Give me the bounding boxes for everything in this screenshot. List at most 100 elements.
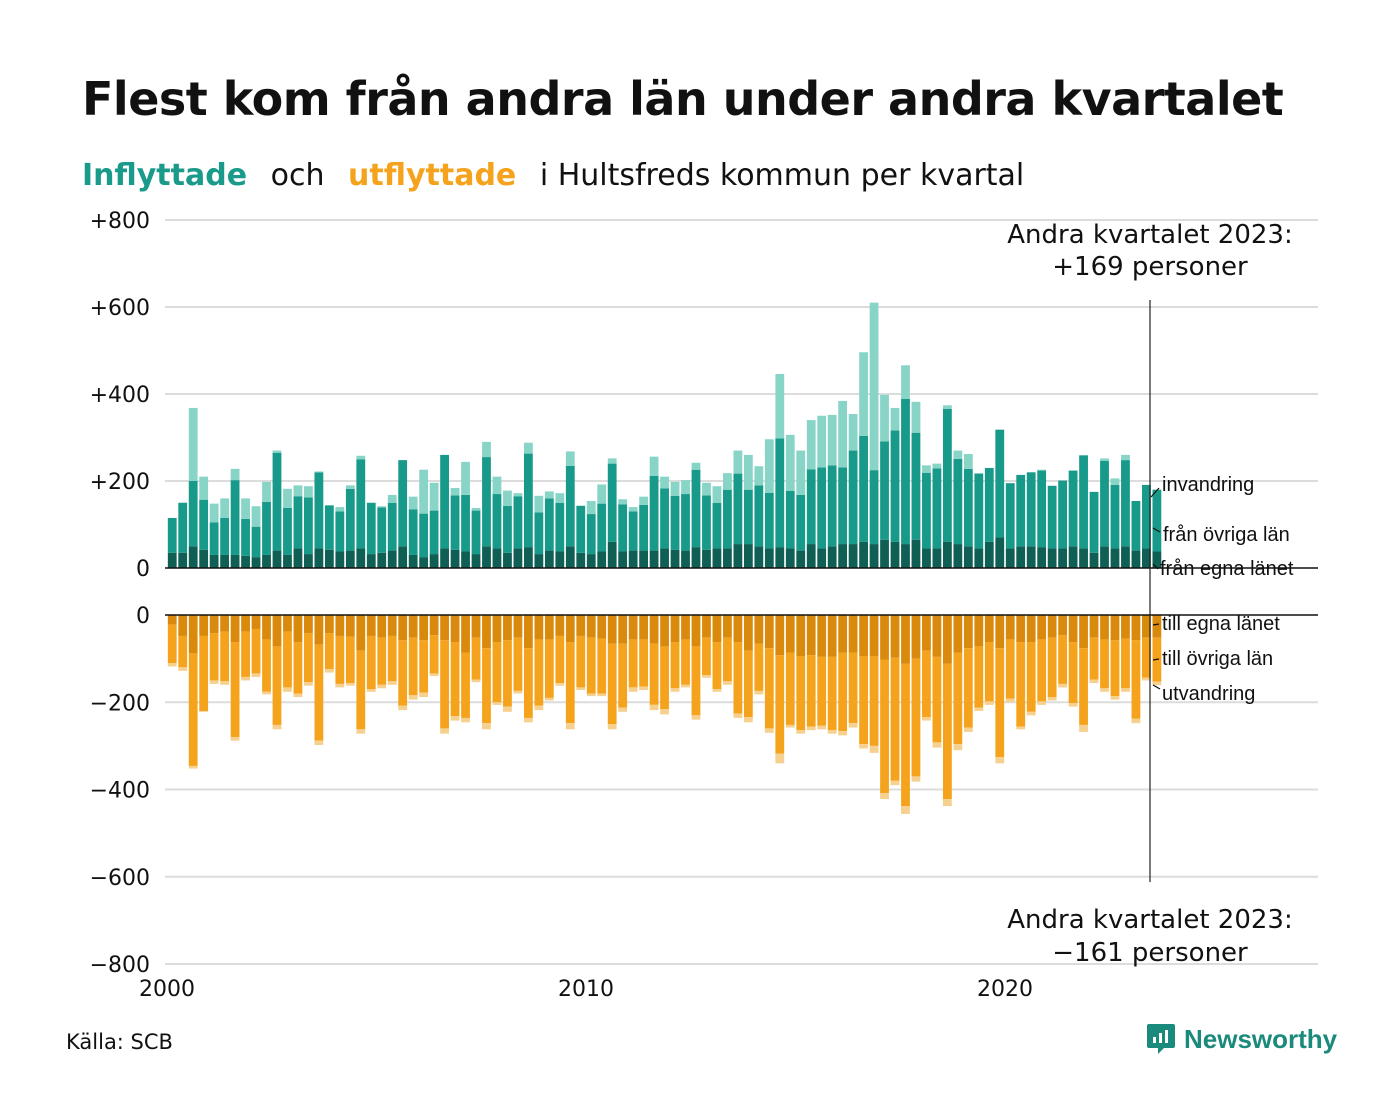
inflow-bar-other	[440, 454, 449, 549]
inflow-bar-other	[188, 481, 198, 547]
inflow-bar-local	[785, 548, 795, 568]
inflow-bar-immigration	[387, 494, 397, 503]
inflow-bar-immigration	[806, 420, 816, 470]
inflow-bar-other	[482, 457, 491, 547]
bottom-y-tick-label: 0	[136, 604, 150, 629]
inflow-bar-immigration	[492, 476, 502, 495]
outflow-bar-local	[523, 615, 533, 649]
outflow-bar-other	[911, 658, 921, 777]
outflow-bar-emigration	[984, 701, 994, 705]
inflow-bar-other	[377, 507, 387, 553]
inflow-bar-local	[1079, 548, 1088, 568]
outflow-bar-local	[1026, 615, 1036, 643]
outflow-bar-local	[503, 615, 512, 641]
inflow-bar-local	[880, 539, 889, 568]
outflow-bar-emigration	[199, 710, 209, 712]
outflow-bar-other	[1026, 642, 1036, 712]
inflow-bar-immigration	[963, 454, 973, 469]
outflow-bar-local	[869, 615, 879, 657]
inflow-bar-local	[523, 547, 533, 568]
inflow-bar-other	[984, 467, 994, 542]
inflow-bar-local	[974, 548, 984, 568]
outflow-bar-other	[607, 643, 617, 725]
outflow-bar-other	[1100, 639, 1109, 689]
outflow-bar-emigration	[408, 695, 418, 700]
outflow-bar-other	[356, 650, 366, 730]
inflow-bar-local	[1026, 546, 1036, 568]
outflow-bar-local	[984, 615, 994, 643]
outflow-bar-local	[188, 615, 198, 654]
outflow-bar-emigration	[565, 723, 575, 730]
inflow-bar-immigration	[419, 469, 429, 514]
bottom-y-tick-label: −400	[90, 779, 150, 804]
outflow-bar-emigration	[764, 728, 774, 733]
outflow-bar-local	[1016, 615, 1026, 643]
outflow-bar-emigration	[419, 692, 429, 698]
inflow-bar-local	[461, 551, 470, 568]
inflow-bar-other	[743, 489, 753, 545]
outflow-bar-other	[335, 635, 345, 684]
inflow-bar-local	[754, 546, 764, 568]
inflow-bar-other	[974, 473, 984, 549]
inflow-bar-other	[712, 502, 722, 549]
inflow-bar-other	[565, 465, 575, 547]
inflow-bar-local	[764, 548, 774, 568]
outflow-bar-local	[796, 615, 806, 657]
inflow-bar-immigration	[1100, 458, 1109, 461]
inflow-bar-other	[335, 511, 345, 552]
inflow-bar-immigration	[1110, 478, 1120, 485]
outflow-bar-emigration	[1026, 711, 1036, 716]
outflow-bar-emigration	[1089, 679, 1099, 684]
outflow-bar-local	[241, 615, 250, 632]
outflow-bar-local	[670, 615, 680, 643]
label-fran-egna-lanet-leader	[1152, 563, 1159, 570]
outflow-bar-other	[869, 656, 879, 746]
logo-text: Newsworthy	[1184, 1023, 1338, 1054]
outflow-bar-local	[880, 615, 889, 660]
outflow-bar-other	[188, 653, 198, 766]
inflow-bar-immigration	[523, 442, 533, 454]
outflow-bar-local	[1121, 615, 1130, 639]
newsworthy-logo[interactable]: Newsworthy	[1146, 1022, 1337, 1056]
outflow-bar-emigration	[649, 704, 659, 711]
outflow-bar-emigration	[953, 744, 963, 751]
inflow-bar-immigration	[503, 490, 512, 506]
outflow-bar-other	[199, 635, 209, 711]
inflow-bar-local	[314, 548, 324, 568]
inflow-bar-local	[607, 541, 617, 568]
outflow-bar-other	[660, 646, 669, 710]
inflow-bar-other	[1110, 484, 1120, 549]
inflow-bar-local	[660, 548, 669, 568]
inflow-bar-immigration	[597, 484, 607, 504]
inflow-bar-other	[670, 495, 680, 550]
inflow-bar-immigration	[555, 493, 565, 503]
inflow-bar-immigration	[922, 465, 931, 473]
inflow-bar-other	[1089, 491, 1099, 553]
outflow-bar-emigration	[712, 689, 722, 692]
inflow-bar-other	[534, 512, 544, 555]
inflow-bar-immigration	[890, 407, 900, 431]
top-y-tick-label: +600	[90, 296, 150, 321]
inflow-bar-local	[796, 550, 806, 568]
outflow-bar-other	[324, 633, 334, 670]
inflow-bar-other	[901, 398, 910, 545]
label-fran-egna-lanet: från egna länet	[1160, 558, 1294, 580]
outflow-bar-other	[534, 639, 544, 706]
inflow-bar-other	[922, 472, 931, 549]
outflow-bar-local	[356, 615, 366, 651]
outflow-bar-local	[1110, 615, 1120, 641]
outflow-bar-emigration	[523, 717, 533, 723]
inflow-bar-local	[1037, 547, 1047, 568]
inflow-bar-other	[827, 465, 837, 547]
outflow-bar-local	[1079, 615, 1088, 649]
inflow-bar-immigration	[670, 481, 680, 496]
outflow-bar-emigration	[681, 684, 690, 688]
outflow-bar-local	[660, 615, 669, 647]
inflow-bar-other	[429, 510, 439, 555]
inflow-bar-other	[649, 475, 659, 551]
inflow-bar-other	[576, 505, 586, 553]
outflow-bar-emigration	[1068, 703, 1078, 707]
inflow-bar-immigration	[283, 488, 292, 508]
outflow-bar-emigration	[377, 684, 387, 689]
